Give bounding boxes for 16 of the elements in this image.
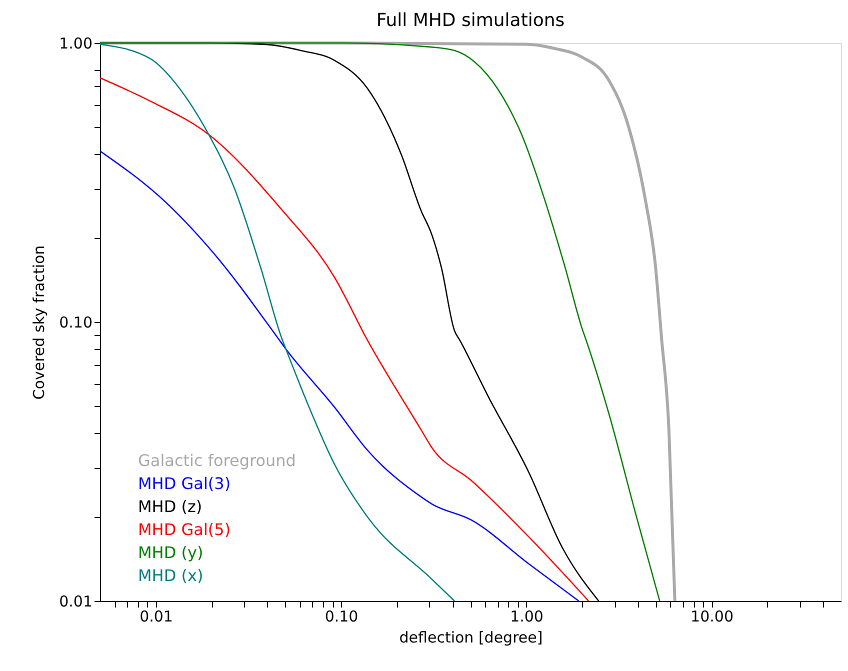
x-tick-label: 10.00 — [690, 608, 734, 626]
chart-title: Full MHD simulations — [376, 10, 565, 31]
x-tick-label: 0.10 — [324, 608, 358, 626]
y-axis-title: Covered sky fraction — [30, 245, 48, 400]
x-tick-label: 1.00 — [510, 608, 544, 626]
text: MHD (z) — [138, 497, 202, 516]
x-axis-title: deflection [degree] — [399, 628, 543, 646]
y-tick-label: 0.10 — [59, 314, 92, 332]
x-tick-label: 0.01 — [140, 608, 173, 626]
text: MHD (x) — [138, 566, 204, 585]
text: MHD (y) — [138, 543, 204, 562]
text: MHD Gal(5) — [138, 520, 231, 539]
y-tick-label: 0.01 — [59, 592, 92, 610]
text: MHD Gal(3) — [138, 474, 231, 493]
y-tick-label: 1.00 — [59, 34, 92, 52]
text: Galactic foreground — [138, 451, 296, 470]
